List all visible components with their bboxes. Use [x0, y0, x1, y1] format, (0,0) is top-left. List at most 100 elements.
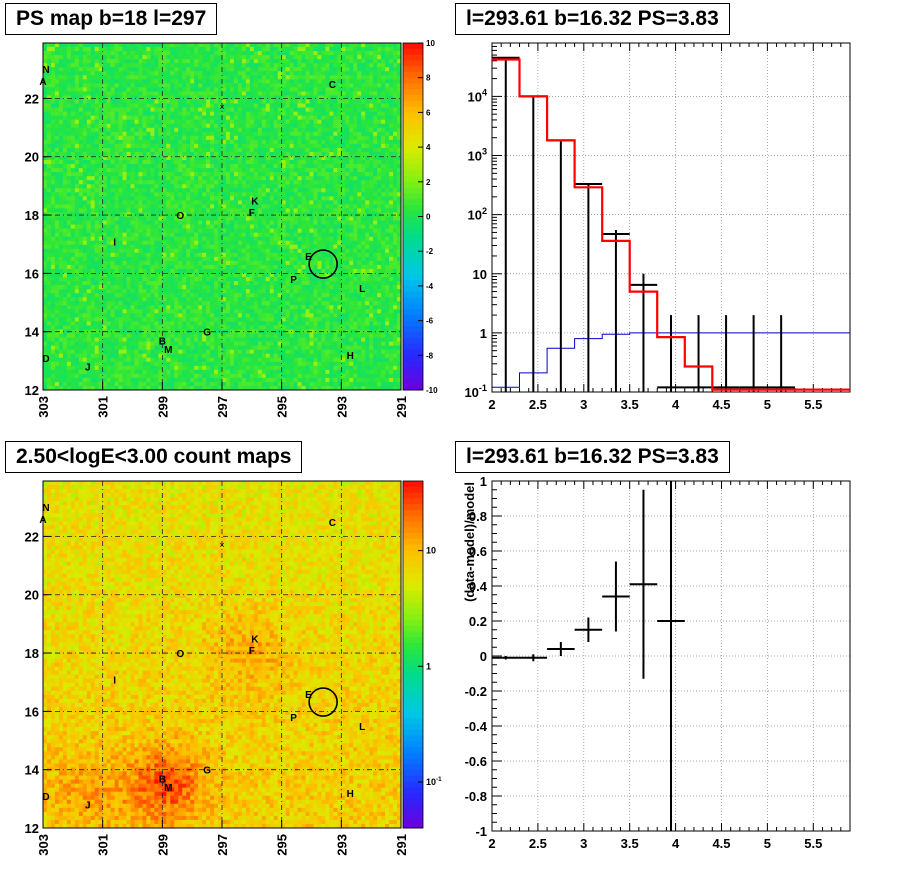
ps-map-pixel: [46, 200, 52, 205]
ps-map-pixel: [94, 143, 100, 149]
ps-map-pixel: [43, 289, 48, 294]
ps-map-pixel: [106, 192, 112, 197]
ps-map-pixel: [138, 260, 143, 266]
ps-map-pixel: [142, 357, 147, 363]
ps-map-pixel: [66, 244, 72, 250]
ps-map-pixel: [146, 83, 151, 88]
ps-map-pixel: [202, 200, 207, 205]
ps-map-pixel: [186, 228, 191, 234]
ps-map-pixel: [229, 321, 235, 326]
ps-map-pixel: [102, 357, 108, 363]
ps-map-pixel: [78, 224, 84, 229]
ps-map-pixel: [50, 268, 56, 274]
ps-map-pixel: [194, 127, 199, 133]
ps-map-pixel: [253, 47, 259, 52]
ps-map-pixel: [118, 200, 123, 205]
ps-map-pixel: [58, 365, 64, 371]
ps-map-pixel: [114, 385, 119, 391]
ps-map-pixel: [170, 317, 175, 322]
ps-map-pixel: [229, 147, 235, 153]
ps-map-pixel: [245, 63, 251, 68]
ps-map-pixel: [237, 381, 243, 387]
ps-map-pixel: [106, 83, 112, 88]
ps-map-pixel: [237, 377, 243, 383]
ps-map-pixel: [178, 293, 183, 298]
ps-map-pixel: [130, 317, 135, 322]
ps-map-pixel: [162, 160, 167, 165]
ps-map-pixel: [118, 337, 123, 342]
ps-map-pixel: [241, 51, 247, 56]
ps-map-pixel: [170, 87, 175, 92]
ps-map-pixel: [225, 151, 231, 157]
ps-map-pixel: [237, 67, 243, 72]
ps-map-pixel: [150, 317, 155, 322]
ps-map-pixel: [150, 244, 155, 250]
ps-map-pixel: [82, 345, 88, 351]
ps-map-pixel: [114, 305, 119, 310]
ps-map-pixel: [233, 381, 239, 387]
ps-map-pixel: [126, 79, 131, 84]
ps-map-pixel: [146, 200, 151, 205]
ps-map-pixel: [142, 353, 147, 359]
ps-map-pixel: [146, 135, 151, 141]
ps-map-pixel: [54, 297, 60, 302]
ps-map-pixel: [74, 63, 80, 68]
ps-map-pixel: [253, 200, 259, 205]
ps-map-pixel: [237, 228, 243, 234]
ps-map-pixel: [118, 164, 123, 169]
ps-map-pixel: [158, 236, 163, 242]
ps-map-pixel: [218, 160, 223, 165]
ps-map-pixel: [166, 224, 171, 229]
ps-map-pixel: [253, 192, 259, 197]
ps-map-pixel: [218, 297, 223, 302]
ps-map-pixel: [122, 107, 127, 112]
ps-map-pixel: [170, 285, 175, 290]
ps-map-pixel: [98, 349, 104, 355]
ps-map-pixel: [162, 252, 167, 258]
ps-map-pixel: [210, 71, 215, 76]
ps-map-pixel: [66, 337, 72, 342]
ps-map-pixel: [94, 244, 100, 250]
ps-map-pixel: [122, 224, 127, 229]
ps-map-pixel: [182, 244, 187, 250]
ps-map-pixel: [62, 248, 68, 254]
ps-map-pixel: [229, 373, 235, 379]
ps-map-pixel: [222, 385, 227, 391]
ps-map-pixel: [245, 204, 251, 209]
ps-map-pixel: [142, 176, 147, 181]
ps-map-pixel: [126, 353, 131, 359]
ps-map-pixel: [166, 240, 171, 246]
ps-map-pixel: [50, 349, 56, 355]
ps-map-pixel: [118, 87, 123, 92]
ps-map-pixel: [43, 285, 48, 290]
ps-map-pixel: [66, 293, 72, 298]
ps-map-pixel: [94, 51, 100, 56]
ps-map-pixel: [237, 75, 243, 80]
ps-map-pixel: [178, 87, 183, 92]
ps-map-pixel: [174, 160, 179, 165]
ps-map-pixel: [190, 200, 195, 205]
ps-map-pixel: [158, 139, 163, 145]
ps-map-pixel: [66, 111, 72, 117]
ps-map-pixel: [102, 172, 108, 177]
ps-map-pixel: [90, 272, 96, 278]
ps-map-pixel: [50, 369, 56, 375]
ps-map-pixel: [110, 289, 115, 294]
ps-map-pixel: [241, 99, 247, 104]
ps-map-pixel: [174, 155, 179, 161]
ps-map-pixel: [114, 204, 119, 209]
ps-map-pixel: [198, 252, 203, 258]
ps-map-pixel: [82, 192, 88, 197]
ps-map-pixel: [90, 381, 96, 387]
ps-map-pixel: [62, 99, 68, 104]
ps-map-pixel: [210, 59, 215, 64]
ps-map-pixel: [54, 204, 60, 209]
ps-map-pixel: [114, 111, 119, 117]
ps-map-pixel: [46, 232, 52, 238]
ps-map-pixel: [218, 285, 223, 290]
ps-map-pixel: [114, 143, 119, 149]
ps-map-pixel: [214, 160, 219, 165]
ps-map-pixel: [194, 47, 199, 52]
ps-map-pixel: [222, 313, 227, 318]
ps-map-pixel: [82, 317, 88, 322]
